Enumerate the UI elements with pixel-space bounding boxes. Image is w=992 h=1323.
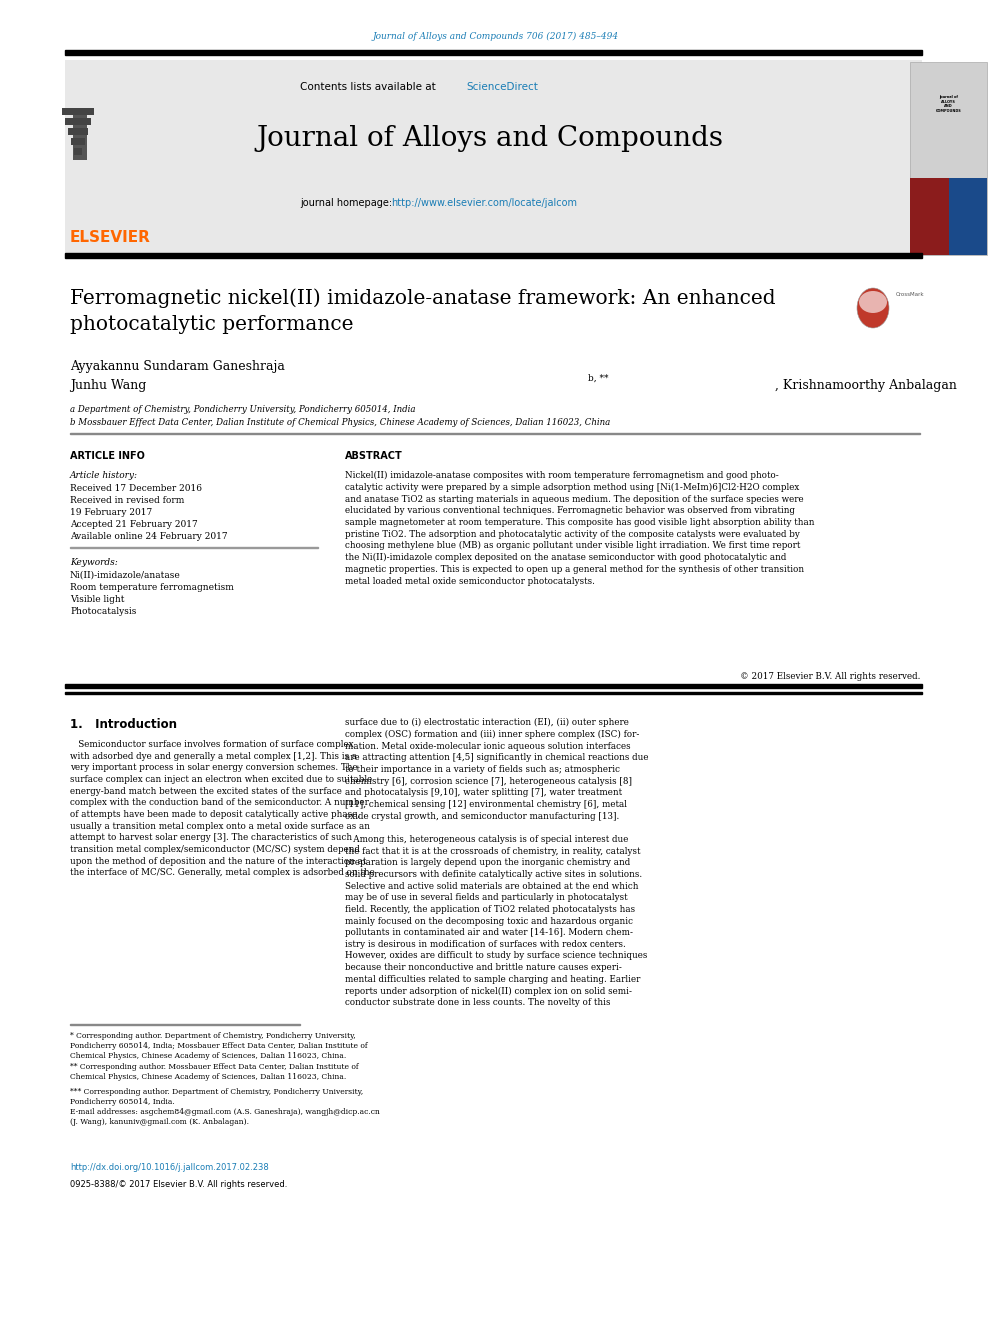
Text: 1.   Introduction: 1. Introduction [70, 718, 177, 732]
Bar [65, 253, 922, 258]
Text: Visible light: Visible light [70, 595, 125, 605]
Bar [65, 50, 922, 56]
Text: b Mossbauer Effect Data Center, Dalian Institute of Chemical Physics, Chinese Ac: b Mossbauer Effect Data Center, Dalian I… [70, 418, 610, 427]
Bar [910, 62, 987, 255]
Bar [62, 108, 94, 115]
Text: Ferromagnetic nickel(II) imidazole-anatase framework: An enhanced: Ferromagnetic nickel(II) imidazole-anata… [70, 288, 776, 308]
Text: Received 17 December 2016: Received 17 December 2016 [70, 484, 202, 493]
Text: 19 February 2017: 19 February 2017 [70, 508, 152, 517]
Bar [73, 115, 87, 160]
Text: Journal of Alloys and Compounds: Journal of Alloys and Compounds [257, 124, 723, 152]
Ellipse shape [857, 288, 889, 328]
Text: Room temperature ferromagnetism: Room temperature ferromagnetism [70, 583, 234, 591]
Text: Ni(II)-imidazole/anatase: Ni(II)-imidazole/anatase [70, 572, 181, 579]
Text: E-mail addresses: asgchem84@gmail.com (A.S. Ganeshraja), wangjh@dicp.ac.cn
(J. W: E-mail addresses: asgchem84@gmail.com (A… [70, 1107, 380, 1126]
Text: Photocatalysis: Photocatalysis [70, 607, 136, 617]
Bar [71, 138, 85, 146]
Bar [74, 148, 82, 155]
Text: * Corresponding author. Department of Chemistry, Pondicherry University,
Pondich: * Corresponding author. Department of Ch… [70, 1032, 368, 1060]
Text: ELSEVIER: ELSEVIER [69, 230, 151, 246]
Bar [948, 177, 987, 255]
Text: http://dx.doi.org/10.1016/j.jallcom.2017.02.238: http://dx.doi.org/10.1016/j.jallcom.2017… [70, 1163, 269, 1172]
Bar [910, 177, 948, 255]
Text: http://www.elsevier.com/locate/jalcom: http://www.elsevier.com/locate/jalcom [391, 198, 577, 208]
Ellipse shape [859, 291, 887, 314]
Text: *** Corresponding author. Department of Chemistry, Pondicherry University,
Pondi: *** Corresponding author. Department of … [70, 1088, 363, 1106]
Bar [65, 684, 922, 688]
Text: Junhu Wang: Junhu Wang [70, 378, 147, 392]
Text: a Department of Chemistry, Pondicherry University, Pondicherry 605014, India: a Department of Chemistry, Pondicherry U… [70, 405, 416, 414]
Text: ** Corresponding author. Mossbauer Effect Data Center, Dalian Institute of
Chemi: ** Corresponding author. Mossbauer Effec… [70, 1062, 359, 1081]
Bar [65, 692, 922, 695]
Bar [68, 128, 88, 135]
Text: Journal of Alloys and Compounds 706 (2017) 485–494: Journal of Alloys and Compounds 706 (201… [373, 32, 619, 41]
Text: Ayyakannu Sundaram Ganeshraja: Ayyakannu Sundaram Ganeshraja [70, 360, 285, 373]
Text: 0925-8388/© 2017 Elsevier B.V. All rights reserved.: 0925-8388/© 2017 Elsevier B.V. All right… [70, 1180, 288, 1189]
Text: Semiconductor surface involves formation of surface complex
with adsorbed dye an: Semiconductor surface involves formation… [70, 740, 375, 877]
Bar [65, 118, 91, 124]
Text: ABSTRACT: ABSTRACT [345, 451, 403, 460]
Text: Received in revised form: Received in revised form [70, 496, 185, 505]
Text: ScienceDirect: ScienceDirect [466, 82, 539, 93]
Text: © 2017 Elsevier B.V. All rights reserved.: © 2017 Elsevier B.V. All rights reserved… [740, 672, 920, 681]
Text: b, **: b, ** [588, 373, 608, 382]
Text: Article history:: Article history: [70, 471, 138, 480]
Text: surface due to (i) electrostatic interaction (EI), (ii) outer sphere
complex (OS: surface due to (i) electrostatic interac… [345, 718, 649, 1007]
Text: journal homepage:: journal homepage: [300, 198, 395, 208]
Bar [65, 60, 922, 255]
Text: Accepted 21 February 2017: Accepted 21 February 2017 [70, 520, 197, 529]
Text: Nickel(II) imidazole-anatase composites with room temperature ferromagnetism and: Nickel(II) imidazole-anatase composites … [345, 471, 814, 586]
Text: Journal of
ALLOYS
AND
COMPOUNDS: Journal of ALLOYS AND COMPOUNDS [935, 95, 961, 112]
Text: , Krishnamoorthy Anbalagan: , Krishnamoorthy Anbalagan [775, 378, 956, 392]
Text: Contents lists available at: Contents lists available at [300, 82, 439, 93]
Text: photocatalytic performance: photocatalytic performance [70, 315, 353, 333]
Text: Keywords:: Keywords: [70, 558, 118, 568]
Text: Available online 24 February 2017: Available online 24 February 2017 [70, 532, 227, 541]
Text: CrossMark: CrossMark [896, 292, 925, 298]
Text: ARTICLE INFO: ARTICLE INFO [70, 451, 145, 460]
